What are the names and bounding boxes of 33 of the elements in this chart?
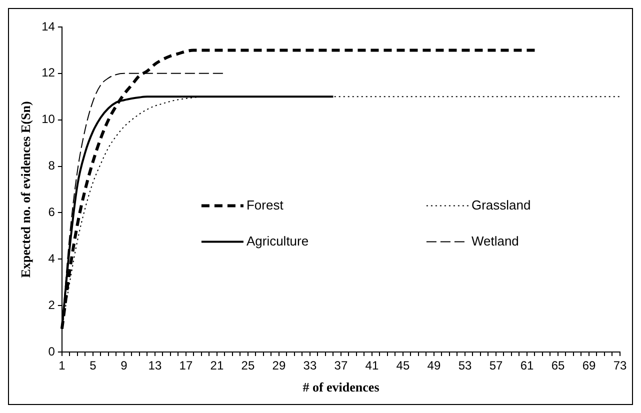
x-tick-label: 21 (210, 358, 224, 373)
legend-label: Forest (246, 197, 284, 212)
y-tick-label: 14 (42, 19, 56, 34)
y-tick-label: 6 (48, 205, 56, 220)
x-tick-label: 57 (489, 358, 503, 373)
x-tick-label: 45 (396, 358, 410, 373)
y-tick-label: 4 (48, 251, 56, 266)
x-tick-label: 29 (272, 358, 286, 373)
x-tick-label: 61 (520, 358, 534, 373)
legend-label: Grassland (471, 197, 531, 212)
x-tick-label: 9 (120, 358, 128, 373)
y-tick-label: 8 (48, 158, 56, 173)
x-tick-label: 33 (303, 358, 317, 373)
x-tick-label: 25 (241, 358, 255, 373)
x-axis-title: # of evidences (302, 380, 380, 395)
x-tick-label: 69 (582, 358, 596, 373)
x-tick-label: 53 (458, 358, 472, 373)
legend-label: Wetland (471, 233, 519, 248)
x-tick-label: 37 (334, 358, 348, 373)
x-tick-label: 17 (179, 358, 193, 373)
x-tick-label: 65 (551, 358, 565, 373)
x-tick-label: 41 (365, 358, 379, 373)
y-tick-label: 2 (48, 298, 56, 312)
x-tick-label: 73 (613, 358, 627, 373)
x-tick-label: 13 (148, 358, 162, 373)
y-axis-title: Expected no. of evidences E(Sn) (18, 101, 34, 278)
x-tick-label: 49 (427, 358, 441, 373)
y-tick-label: 10 (42, 112, 56, 126)
y-tick-label: 12 (42, 66, 56, 80)
legend-label: Agriculture (246, 233, 309, 248)
x-tick-label: 1 (58, 358, 66, 373)
y-tick-label: 0 (48, 344, 56, 358)
x-tick-label: 5 (90, 358, 97, 373)
